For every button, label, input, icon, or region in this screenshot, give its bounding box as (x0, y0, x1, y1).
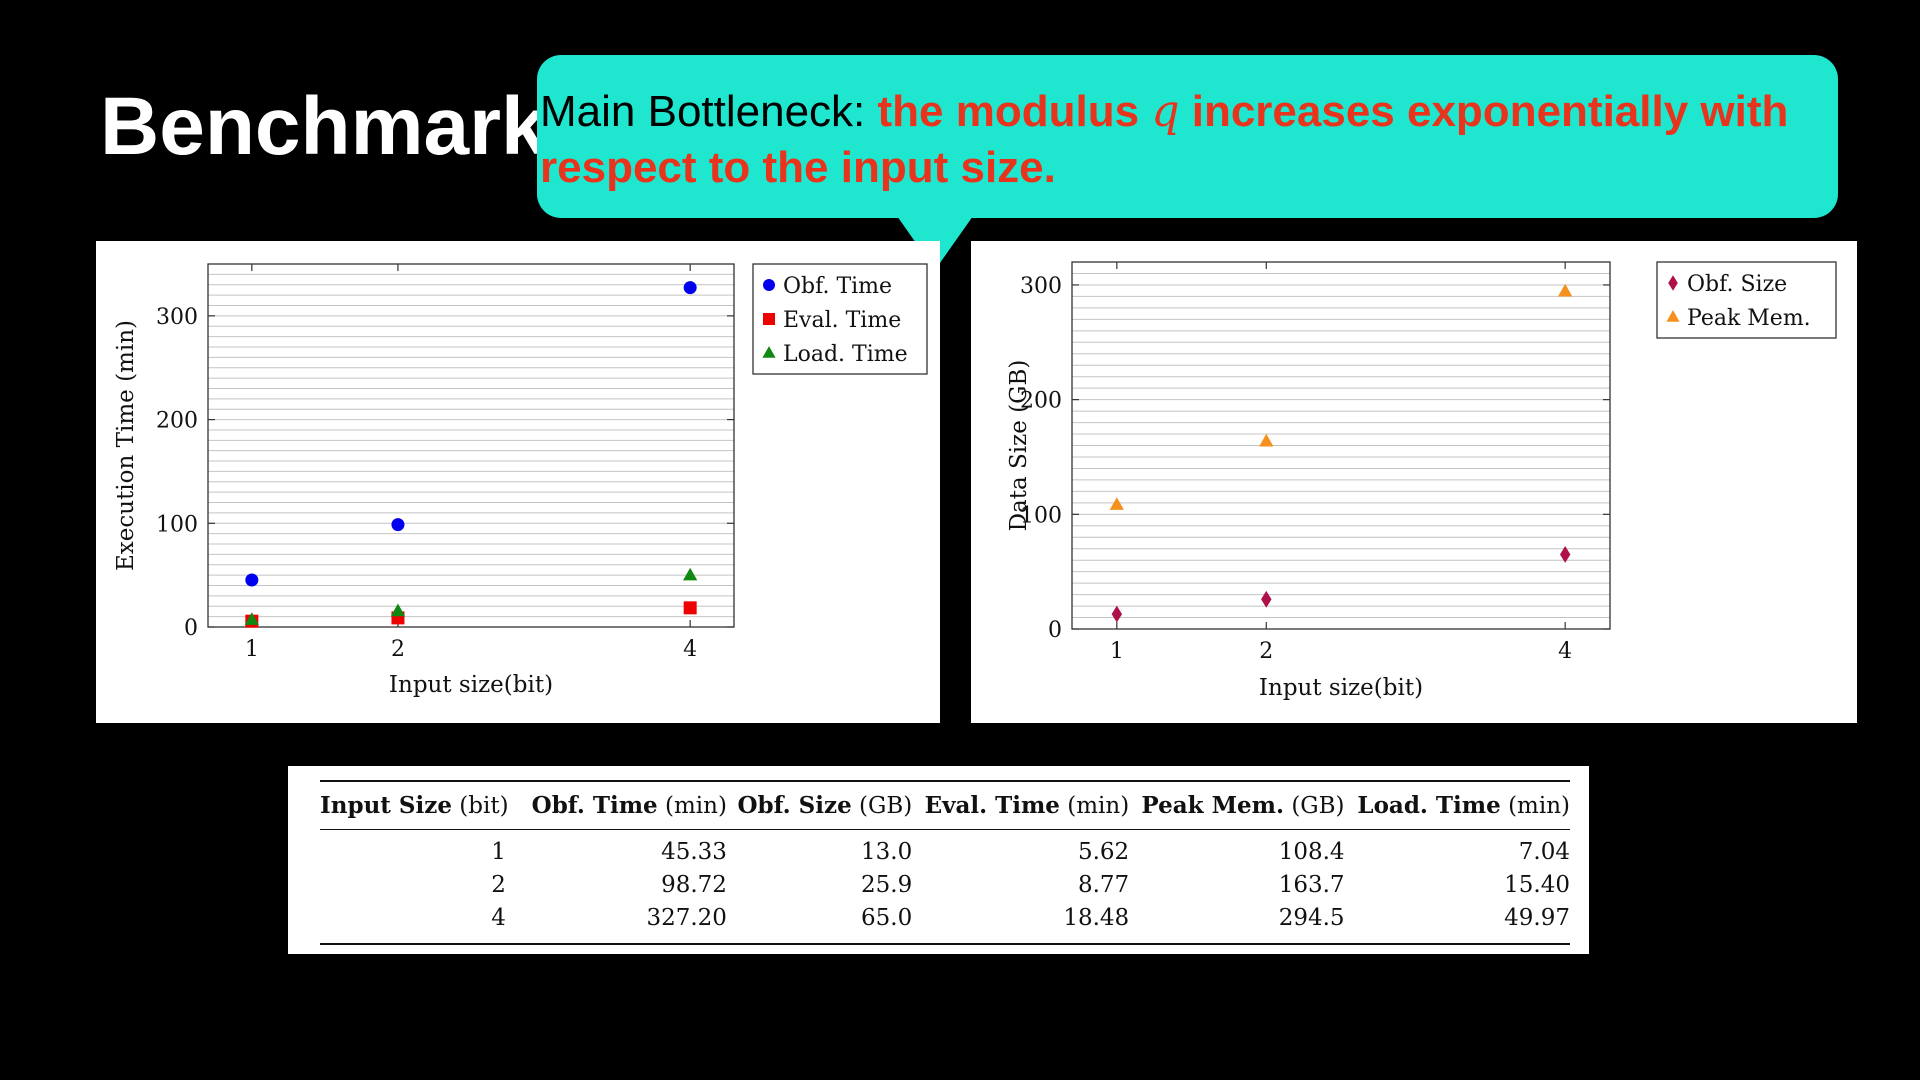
table-row: 2 98.72 25.9 8.77 163.7 15.40 (320, 869, 1570, 902)
x-axis-label: Input size(bit) (1259, 675, 1423, 701)
table-cell: 18.48 (912, 902, 1130, 945)
legend-label-eval-time: Eval. Time (783, 308, 901, 333)
x-tick-label: 1 (1110, 639, 1124, 664)
legend-label-obf-size: Obf. Size (1687, 272, 1787, 297)
header-eval-time: Eval. Time (min) (912, 780, 1130, 830)
y-tick-label: 100 (1020, 503, 1062, 528)
table-cell: 45.33 (661, 839, 727, 865)
data-point-load-time (244, 612, 259, 625)
callout-text: Main Bottleneck: the modulus q increases… (540, 84, 1830, 196)
data-size-chart: 0 100 200 300 1 2 4 Input size(bit) Data Size (G… (1006, 261, 1837, 701)
header-load-time: Load. Time (min) (1344, 780, 1570, 830)
table-row: 1 45.33 13.0 5.62 108.4 7.04 (320, 830, 1570, 870)
x-tick-label: 2 (391, 637, 405, 662)
plot-frame (1071, 261, 1611, 630)
legend-marker-load-time (762, 346, 776, 358)
table-cell: 8.77 (1077, 872, 1130, 898)
data-point-peak-mem (1109, 497, 1124, 510)
legend-label-load-time: Load. Time (783, 342, 908, 367)
y-tick-label: 0 (184, 616, 198, 641)
table-header-row: Input Size (bit) Obf. Time (min) Obf. Si… (320, 780, 1570, 830)
execution-time-chart: 0 100 200 300 1 2 4 Input size(bit) Execution Ti… (113, 263, 928, 698)
data-point-obf-time (683, 281, 697, 295)
table-cell: 4 (320, 902, 520, 945)
callout-variable: q (1151, 86, 1180, 137)
x-tick-label: 4 (1558, 639, 1572, 664)
data-point-peak-mem (1259, 433, 1274, 447)
legend-box (1656, 261, 1837, 339)
table-cell: 49.97 (1344, 902, 1570, 945)
x-axis-label: Input size(bit) (389, 672, 553, 698)
table-cell: 2 (491, 872, 506, 898)
plot-frame (207, 263, 735, 628)
data-point-eval-time (683, 601, 697, 615)
y-tick-label: 0 (1048, 618, 1062, 643)
callout-emphasis-after: increases exponentially with respect to … (540, 87, 1789, 192)
benchmark-table: Input Size (bit) Obf. Time (min) Obf. Si… (320, 780, 1570, 945)
callout-emphasis-before: the modulus (877, 87, 1140, 136)
legend-marker-eval-time (763, 313, 775, 325)
legend-marker-obf-time (763, 279, 775, 291)
table-cell: 294.5 (1129, 902, 1345, 945)
data-point-obf-time (245, 573, 259, 587)
y-axis-label: Execution Time (min) (113, 320, 139, 571)
y-tick-label: 200 (156, 409, 198, 434)
table-cell: 25.9 (861, 872, 913, 898)
header-obf-size: Obf. Size (GB) (726, 780, 913, 830)
table-cell: 327.20 (519, 902, 727, 945)
table-row: 4 327.20 65.0 18.48 294.5 49.97 (320, 902, 1570, 945)
table-cell: 13.0 (861, 839, 913, 865)
table-cell: 98.72 (661, 872, 727, 898)
data-point-obf-size (1111, 605, 1123, 623)
table-cell: 5.62 (1077, 839, 1130, 865)
callout-box (537, 55, 1838, 218)
x-tick-label: 4 (683, 637, 697, 662)
data-point-obf-size (1261, 590, 1272, 608)
x-tick-label: 2 (1259, 639, 1273, 664)
header-input-size: Input Size (bit) (320, 780, 520, 830)
y-tick-label: 200 (1020, 389, 1062, 414)
table-cell: 15.40 (1504, 872, 1570, 898)
table-cell: 7.04 (1518, 839, 1570, 865)
benchmark-table-panel: Input Size (bit) Obf. Time (min) Obf. Si… (288, 766, 1589, 954)
y-tick-label: 300 (1020, 274, 1062, 299)
y-tick-label: 300 (156, 305, 198, 330)
data-point-peak-mem (1558, 283, 1573, 297)
y-tick-label: 100 (156, 512, 198, 537)
legend-box (752, 263, 928, 375)
table-cell: 108.4 (1278, 839, 1345, 865)
data-point-load-time (683, 567, 698, 581)
data-point-obf-time (391, 518, 405, 532)
legend-marker-obf-size (1668, 275, 1678, 291)
legend-marker-peak-mem (1666, 310, 1680, 322)
legend-label-obf-time: Obf. Time (783, 274, 892, 299)
execution-time-chart-panel: 0 100 200 300 1 2 4 Input size(bit) Execution Ti… (96, 241, 940, 723)
y-axis-label: Data Size (GB) (1006, 360, 1032, 532)
table-cell: 163.7 (1278, 872, 1345, 898)
data-point-load-time (390, 603, 406, 617)
legend-label-peak-mem: Peak Mem. (1687, 306, 1811, 331)
data-size-chart-panel: 0 100 200 300 1 2 4 Input size(bit) Data Size (G… (971, 241, 1857, 723)
header-obf-time: Obf. Time (min) (519, 780, 727, 830)
table-cell: 65.0 (726, 902, 913, 945)
slide-title: Benchmark (100, 81, 547, 172)
data-point-obf-size (1559, 546, 1571, 563)
table-cell: 1 (491, 839, 506, 865)
callout-prefix: Main Bottleneck: (540, 87, 866, 136)
x-tick-label: 1 (245, 637, 259, 662)
header-peak-mem: Peak Mem. (GB) (1129, 780, 1345, 830)
